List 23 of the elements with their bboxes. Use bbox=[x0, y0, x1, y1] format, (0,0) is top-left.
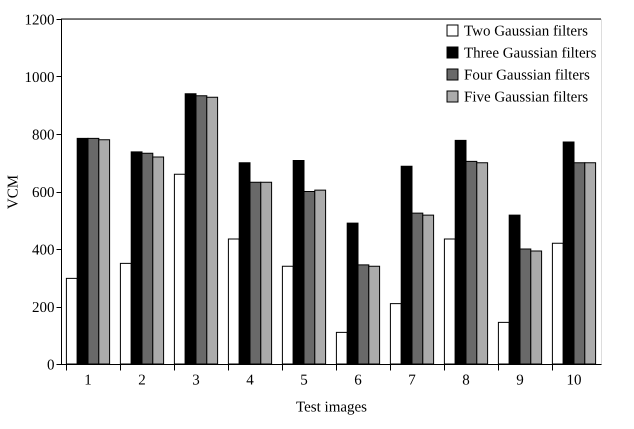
x-tick-label: 7 bbox=[408, 372, 416, 388]
y-tick-label: 1000 bbox=[24, 70, 54, 86]
x-tick-label: 9 bbox=[516, 372, 524, 388]
legend-label: Three Gaussian filters bbox=[464, 46, 597, 62]
x-tick-label: 5 bbox=[300, 372, 308, 388]
x-tick-label: 4 bbox=[246, 372, 254, 388]
y-tick-label: 400 bbox=[32, 242, 54, 258]
y-tick-label: 600 bbox=[32, 185, 54, 201]
y-tick-label: 0 bbox=[47, 358, 54, 374]
x-tick-label: 10 bbox=[566, 372, 582, 388]
x-axis-title: Test images bbox=[296, 400, 368, 416]
x-tick-label: 6 bbox=[354, 372, 362, 388]
y-tick-label: 200 bbox=[32, 300, 54, 316]
legend-label: Five Gaussian filters bbox=[464, 90, 588, 106]
y-axis-title: VCM bbox=[6, 174, 22, 210]
y-tick-label: 1200 bbox=[24, 12, 54, 28]
y-tick-label: 800 bbox=[32, 128, 54, 144]
legend-label: Four Gaussian filters bbox=[464, 68, 590, 84]
x-tick-label: 1 bbox=[84, 372, 92, 388]
x-tick-label: 8 bbox=[462, 372, 470, 388]
x-tick-label: 3 bbox=[192, 372, 200, 388]
legend-label: Two Gaussian filters bbox=[464, 24, 588, 40]
x-tick-label: 2 bbox=[138, 372, 146, 388]
